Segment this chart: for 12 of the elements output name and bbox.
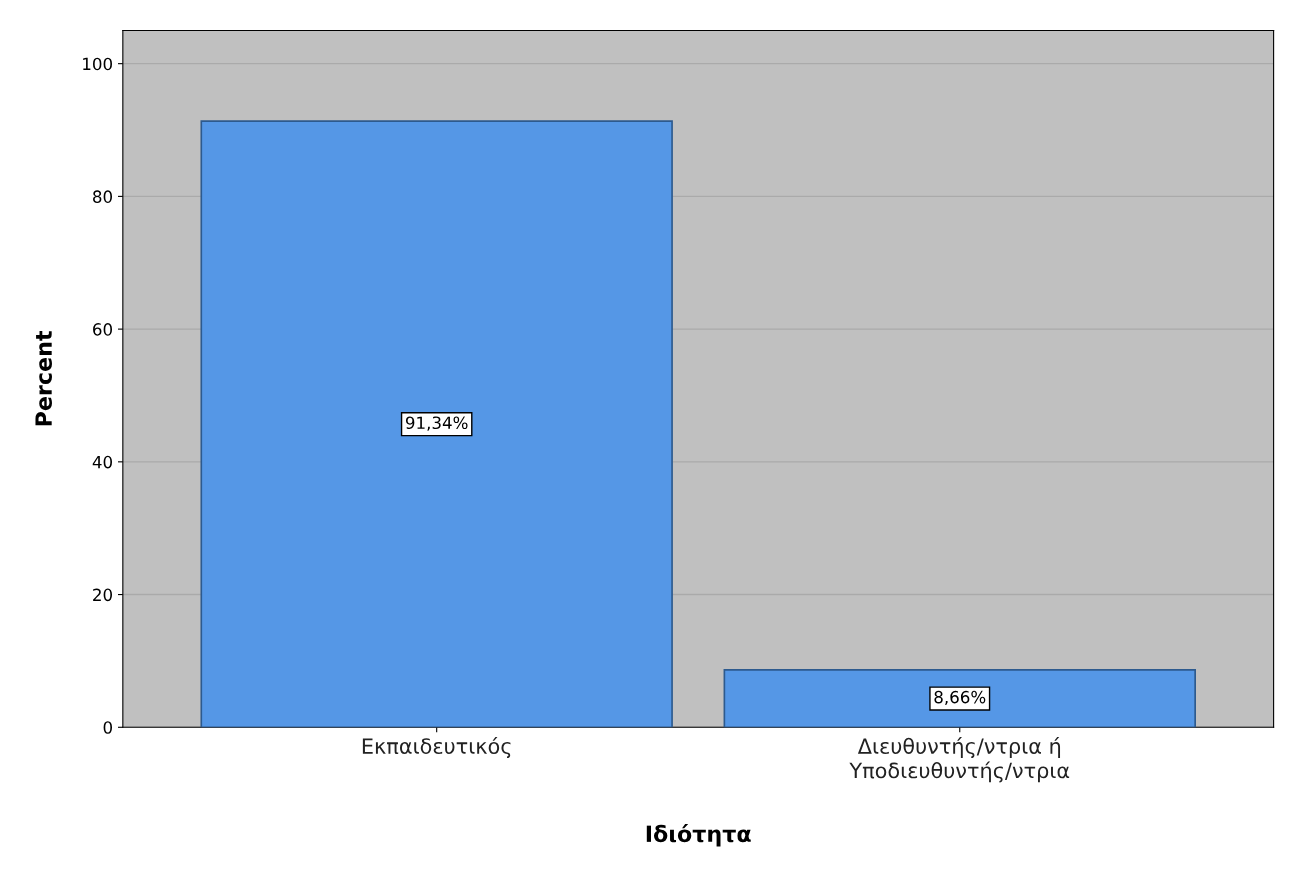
x-tick-label: Εκπαιδευτικός (362, 737, 511, 759)
y-axis-title: Percent (35, 330, 52, 426)
y-tick-label: 60 (93, 323, 113, 336)
y-tick-label: 40 (92, 455, 113, 469)
data-label: 8,66% (934, 690, 986, 706)
x-tick-label: Διευθυντής/ντρια ή Υποδιευθυντής/ντρια (849, 737, 1070, 783)
data-label: 91,34% (405, 416, 468, 431)
y-tick-label: 20 (93, 588, 113, 602)
y-tick-label: 100 (83, 57, 113, 71)
x-axis-title: Ιδιότητα (646, 824, 751, 847)
y-tick-label: 0 (103, 721, 113, 734)
y-tick-label: 80 (93, 190, 113, 203)
